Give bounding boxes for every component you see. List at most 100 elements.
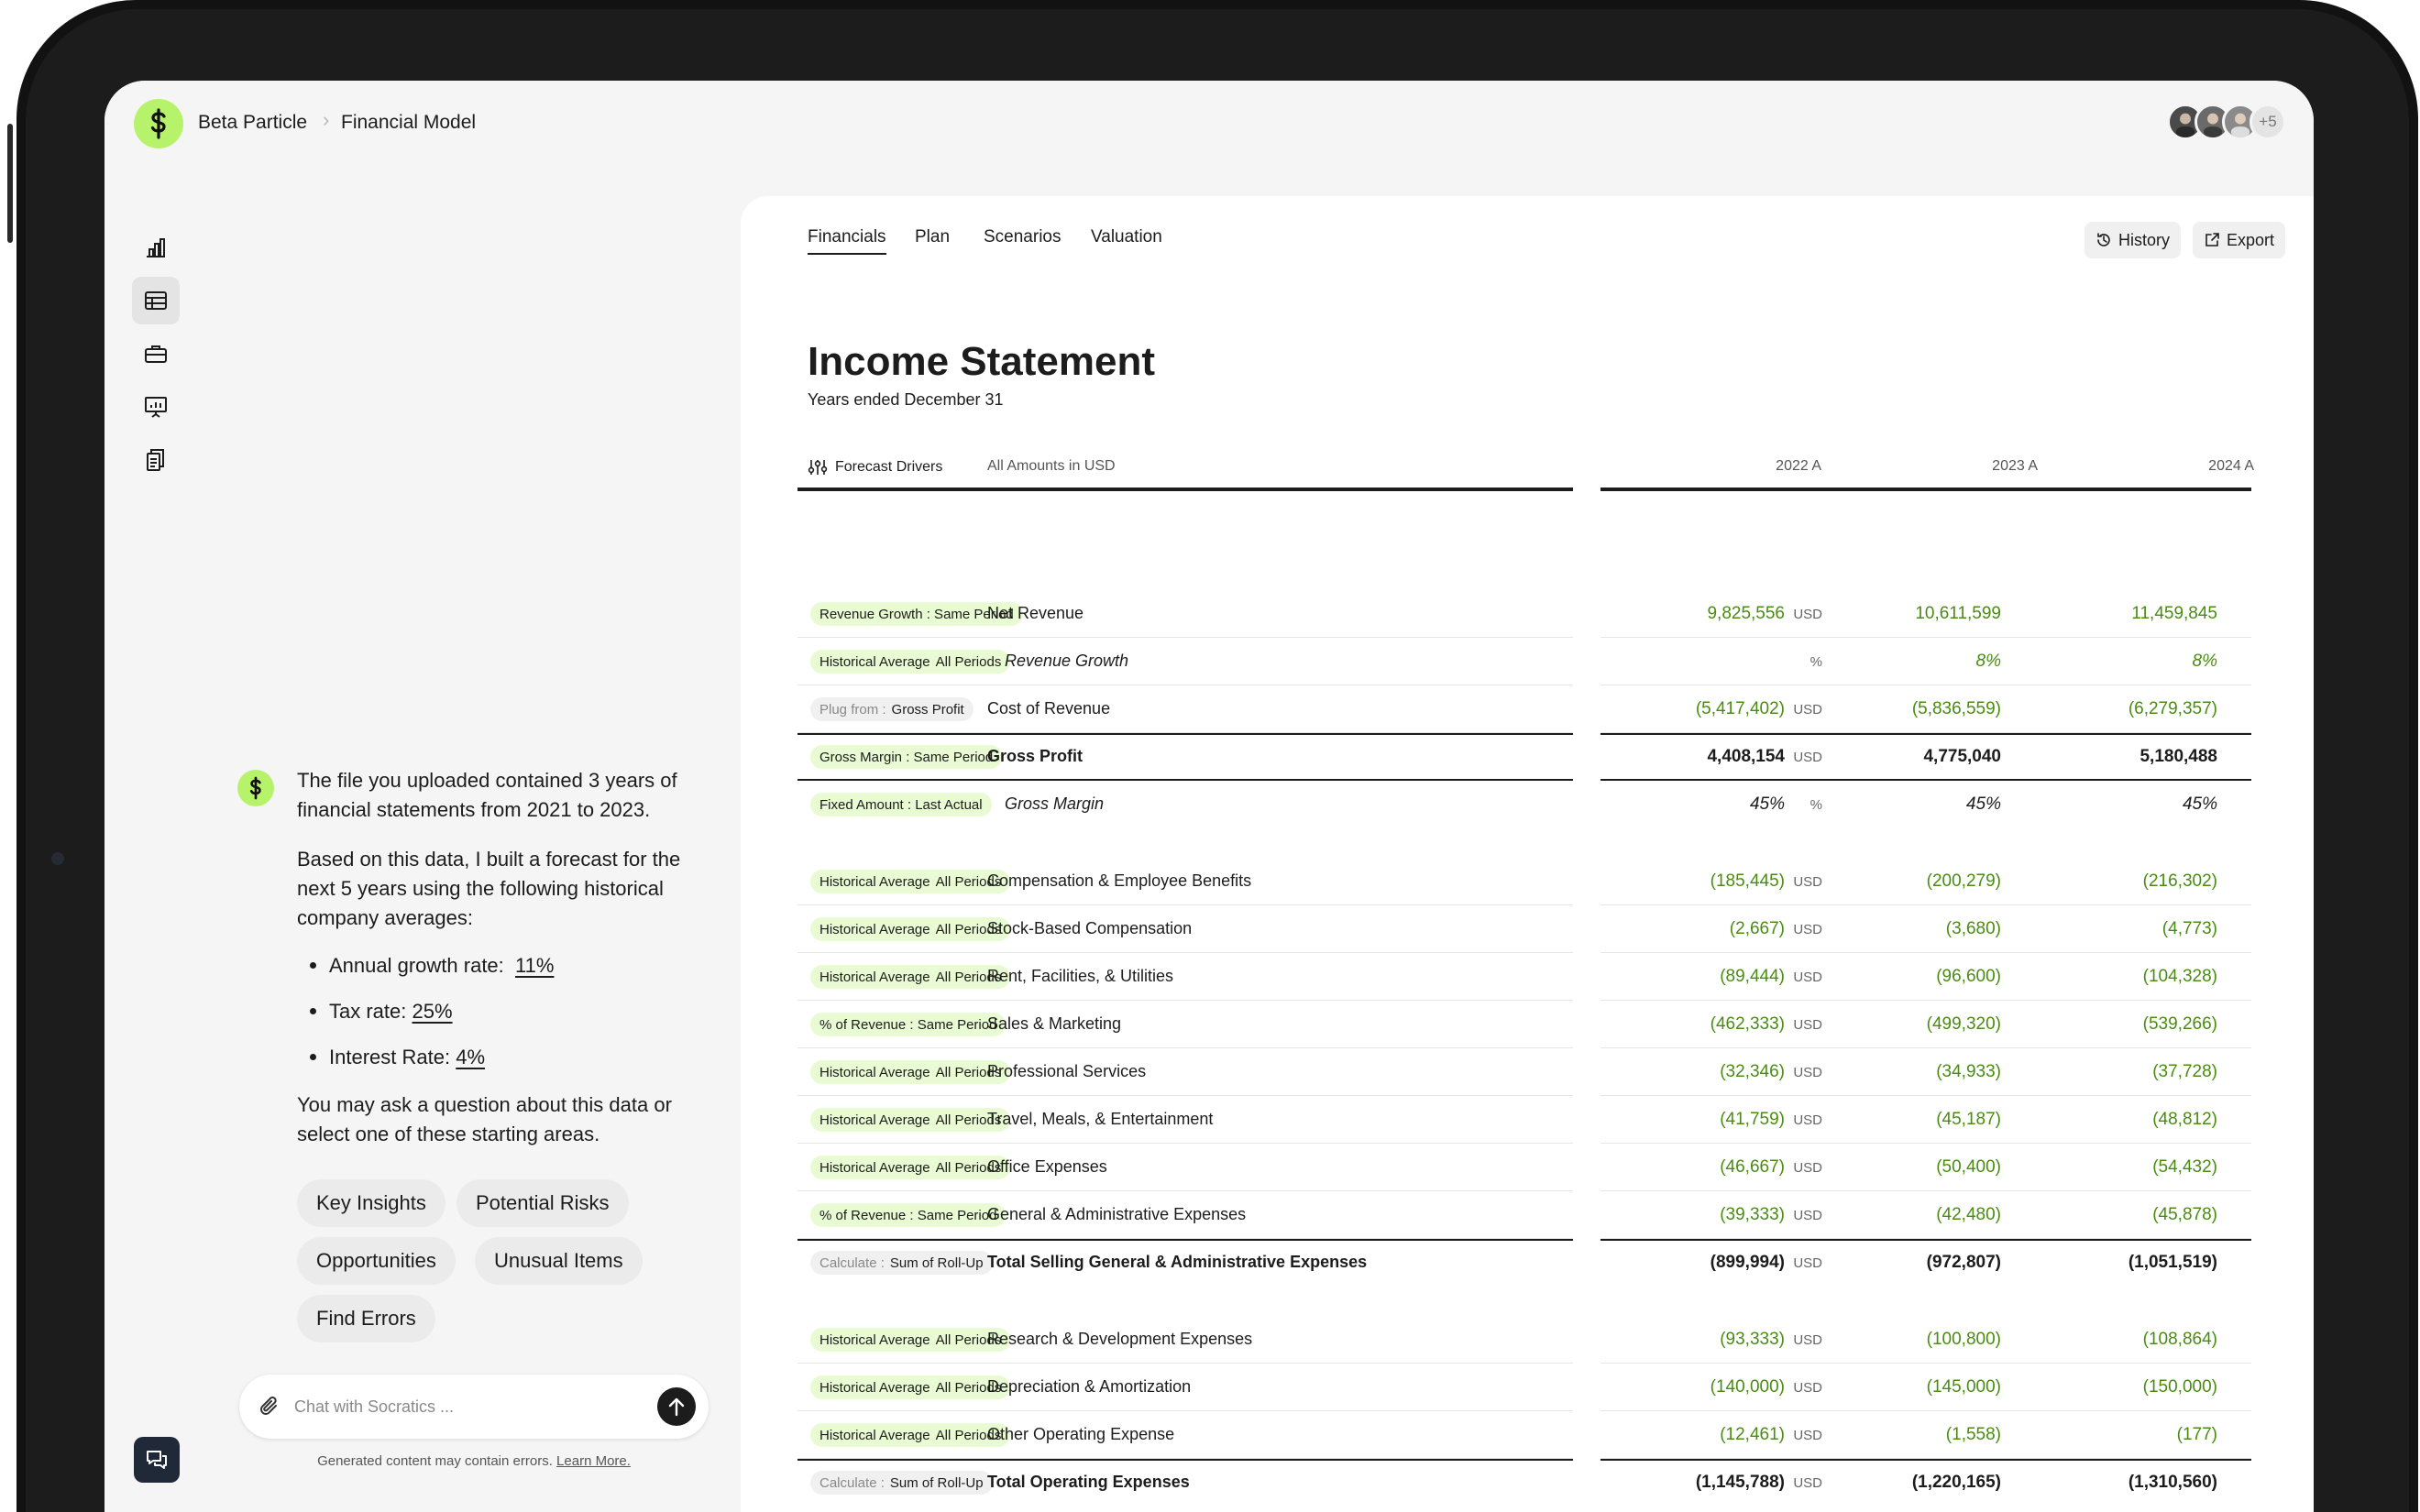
breadcrumb-company[interactable]: Beta Particle (198, 112, 308, 133)
chat-input[interactable] (294, 1393, 643, 1420)
table-row[interactable]: Historical Average All Periods Rent, Facil… (741, 953, 2314, 1001)
table-row[interactable]: Fixed Amount : Last Actual Gross Margin% 4… (741, 781, 2314, 828)
cell-value[interactable]: (5,417,402) (1695, 699, 1785, 718)
cell-value[interactable]: (216,302) (2142, 871, 2217, 891)
table-row[interactable]: Historical Average All Periods Office Expe… (741, 1144, 2314, 1191)
suggestion-unusual-items[interactable]: Unusual Items (475, 1237, 643, 1285)
table-row[interactable]: Calculate : Sum of Roll-Up Total Operating… (741, 1459, 2314, 1507)
learn-more-link[interactable]: Learn More. (556, 1453, 631, 1469)
cell-value[interactable]: 9,825,556 (1707, 604, 1785, 623)
forecast-driver-tag[interactable]: Historical Average All Periods (810, 1328, 1011, 1352)
cell-value[interactable]: (4,773) (2162, 919, 2217, 938)
cell-value[interactable]: (150,000) (2142, 1377, 2217, 1397)
growth-rate-value[interactable]: 11% (515, 954, 555, 977)
suggestion-key-insights[interactable]: Key Insights (297, 1179, 446, 1227)
table-row[interactable]: Historical Average All Periods Research & … (741, 1316, 2314, 1364)
nav-documents[interactable] (132, 436, 180, 484)
forecast-driver-tag[interactable]: Gross Margin : Same Period (810, 745, 1003, 769)
cell-value[interactable]: 45% (1965, 794, 2001, 814)
cell-value[interactable]: (145,000) (1926, 1377, 2001, 1397)
forecast-driver-tag[interactable]: Historical Average All Periods (810, 1375, 1011, 1399)
cell-value[interactable]: (37,728) (2152, 1062, 2217, 1081)
suggestion-opportunities[interactable]: Opportunities (297, 1237, 456, 1285)
cell-value[interactable]: (972,807) (1926, 1253, 2001, 1272)
export-button[interactable]: Export (2193, 222, 2286, 258)
table-row[interactable]: Historical Average All Periods Compensatio… (741, 858, 2314, 905)
tab-financials[interactable]: Financials (808, 227, 886, 255)
cell-value[interactable]: 4,408,154 (1707, 747, 1785, 766)
table-row[interactable]: Historical Average All Periods Revenue Gro… (741, 638, 2314, 685)
cell-value[interactable]: (104,328) (2142, 967, 2217, 986)
tab-plan[interactable]: Plan (915, 227, 951, 247)
cell-value[interactable]: (46,667) (1720, 1157, 1785, 1177)
tab-scenarios[interactable]: Scenarios (984, 227, 1062, 247)
cell-value[interactable]: (1,145,788) (1695, 1473, 1785, 1492)
app-logo[interactable] (134, 99, 183, 148)
cell-value[interactable]: (5,836,559) (1911, 699, 2001, 718)
cell-value[interactable]: (93,333) (1720, 1330, 1785, 1349)
table-row[interactable]: Historical Average All Periods Professiona… (741, 1048, 2314, 1096)
cell-value[interactable]: (42,480) (1936, 1205, 2001, 1224)
forecast-driver-tag[interactable]: Revenue Growth : Same Period (810, 602, 1023, 626)
cell-value[interactable]: (45,878) (2152, 1205, 2217, 1224)
forecast-driver-tag[interactable]: Fixed Amount : Last Actual (810, 793, 992, 816)
cell-value[interactable]: (12,461) (1720, 1425, 1785, 1444)
cell-value[interactable]: (48,812) (2152, 1110, 2217, 1129)
breadcrumb-page[interactable]: Financial Model (341, 112, 477, 133)
cell-value[interactable]: (185,445) (1710, 871, 1785, 891)
cell-value[interactable]: (140,000) (1710, 1377, 1785, 1397)
send-button[interactable] (657, 1387, 696, 1426)
forecast-drivers-header[interactable]: Forecast Drivers (808, 458, 942, 477)
cell-value[interactable]: (899,994) (1710, 1253, 1785, 1272)
table-row[interactable]: Historical Average All Periods Travel, Mea… (741, 1096, 2314, 1144)
cell-value[interactable]: (539,266) (2142, 1014, 2217, 1034)
nav-charts[interactable] (132, 224, 180, 271)
table-row[interactable]: % of Revenue : Same Period General & Admi… (741, 1191, 2314, 1239)
history-button[interactable]: History (2084, 222, 2182, 258)
cell-value[interactable]: 10,611,599 (1915, 604, 2001, 623)
cell-value[interactable]: 11,459,845 (2131, 604, 2217, 623)
cell-value[interactable]: (54,432) (2152, 1157, 2217, 1177)
cell-value[interactable]: (45,187) (1936, 1110, 2001, 1129)
table-row[interactable]: Gross Margin : Same Period Gross Profit US… (741, 733, 2314, 781)
forecast-driver-tag[interactable]: Historical Average All Periods (810, 917, 1011, 941)
cell-value[interactable]: (200,279) (1926, 871, 2001, 891)
table-row[interactable]: Revenue Growth : Same Period Net Revenue U… (741, 590, 2314, 638)
cell-value[interactable]: (39,333) (1720, 1205, 1785, 1224)
suggestion-find-errors[interactable]: Find Errors (297, 1295, 435, 1342)
table-row[interactable]: Historical Average All Periods Other Opera… (741, 1411, 2314, 1459)
cell-value[interactable]: (34,933) (1936, 1062, 2001, 1081)
cell-value[interactable]: 45% (2182, 794, 2217, 814)
cell-value[interactable]: (462,333) (1710, 1014, 1785, 1034)
cell-value[interactable]: 4,775,040 (1923, 747, 2001, 766)
forecast-driver-tag[interactable]: Historical Average All Periods (810, 1108, 1011, 1132)
cell-value[interactable]: 5,180,488 (2140, 747, 2217, 766)
forecast-driver-tag[interactable]: Historical Average All Periods (810, 1423, 1011, 1447)
cell-value[interactable]: (6,279,357) (2128, 699, 2217, 718)
cell-value[interactable]: (108,864) (2142, 1330, 2217, 1349)
table-row[interactable]: Historical Average All Periods Stock-Based… (741, 905, 2314, 953)
table-row[interactable]: Historical Average All Periods Depreciatio… (741, 1364, 2314, 1411)
suggestion-potential-risks[interactable]: Potential Risks (456, 1179, 629, 1227)
forecast-driver-tag[interactable]: % of Revenue : Same Period (810, 1203, 1006, 1227)
cell-value[interactable]: 8% (2192, 652, 2217, 671)
nav-table[interactable] (132, 277, 180, 324)
table-row[interactable]: Calculate : Sum of Roll-Up Total Selling G… (741, 1239, 2314, 1287)
cell-value[interactable]: (1,220,165) (1911, 1473, 2001, 1492)
forecast-driver-tag[interactable]: Historical Average All Periods (810, 870, 1011, 893)
cell-value[interactable]: (41,759) (1720, 1110, 1785, 1129)
collaborator-avatars[interactable]: +5 (2167, 104, 2286, 140)
forecast-driver-tag[interactable]: Historical Average All Periods (810, 965, 1011, 989)
tax-rate-value[interactable]: 25% (412, 1000, 453, 1023)
cell-value[interactable]: (96,600) (1936, 967, 2001, 986)
interest-rate-value[interactable]: 4% (456, 1046, 485, 1068)
cell-value[interactable]: 45% (1749, 794, 1785, 814)
cell-value[interactable]: (1,310,560) (2128, 1473, 2217, 1492)
forecast-driver-tag[interactable]: % of Revenue : Same Period (810, 1013, 1006, 1036)
nav-presentation[interactable] (132, 383, 180, 431)
chat-toggle-button[interactable] (134, 1437, 180, 1483)
forecast-driver-tag[interactable]: Calculate : Sum of Roll-Up (810, 1471, 993, 1495)
table-row[interactable]: % of Revenue : Same Period Sales & Market… (741, 1001, 2314, 1048)
tab-valuation[interactable]: Valuation (1091, 227, 1162, 247)
cell-value[interactable]: (100,800) (1926, 1330, 2001, 1349)
